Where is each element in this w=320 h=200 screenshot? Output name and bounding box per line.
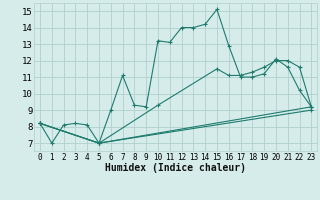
X-axis label: Humidex (Indice chaleur): Humidex (Indice chaleur): [105, 163, 246, 173]
